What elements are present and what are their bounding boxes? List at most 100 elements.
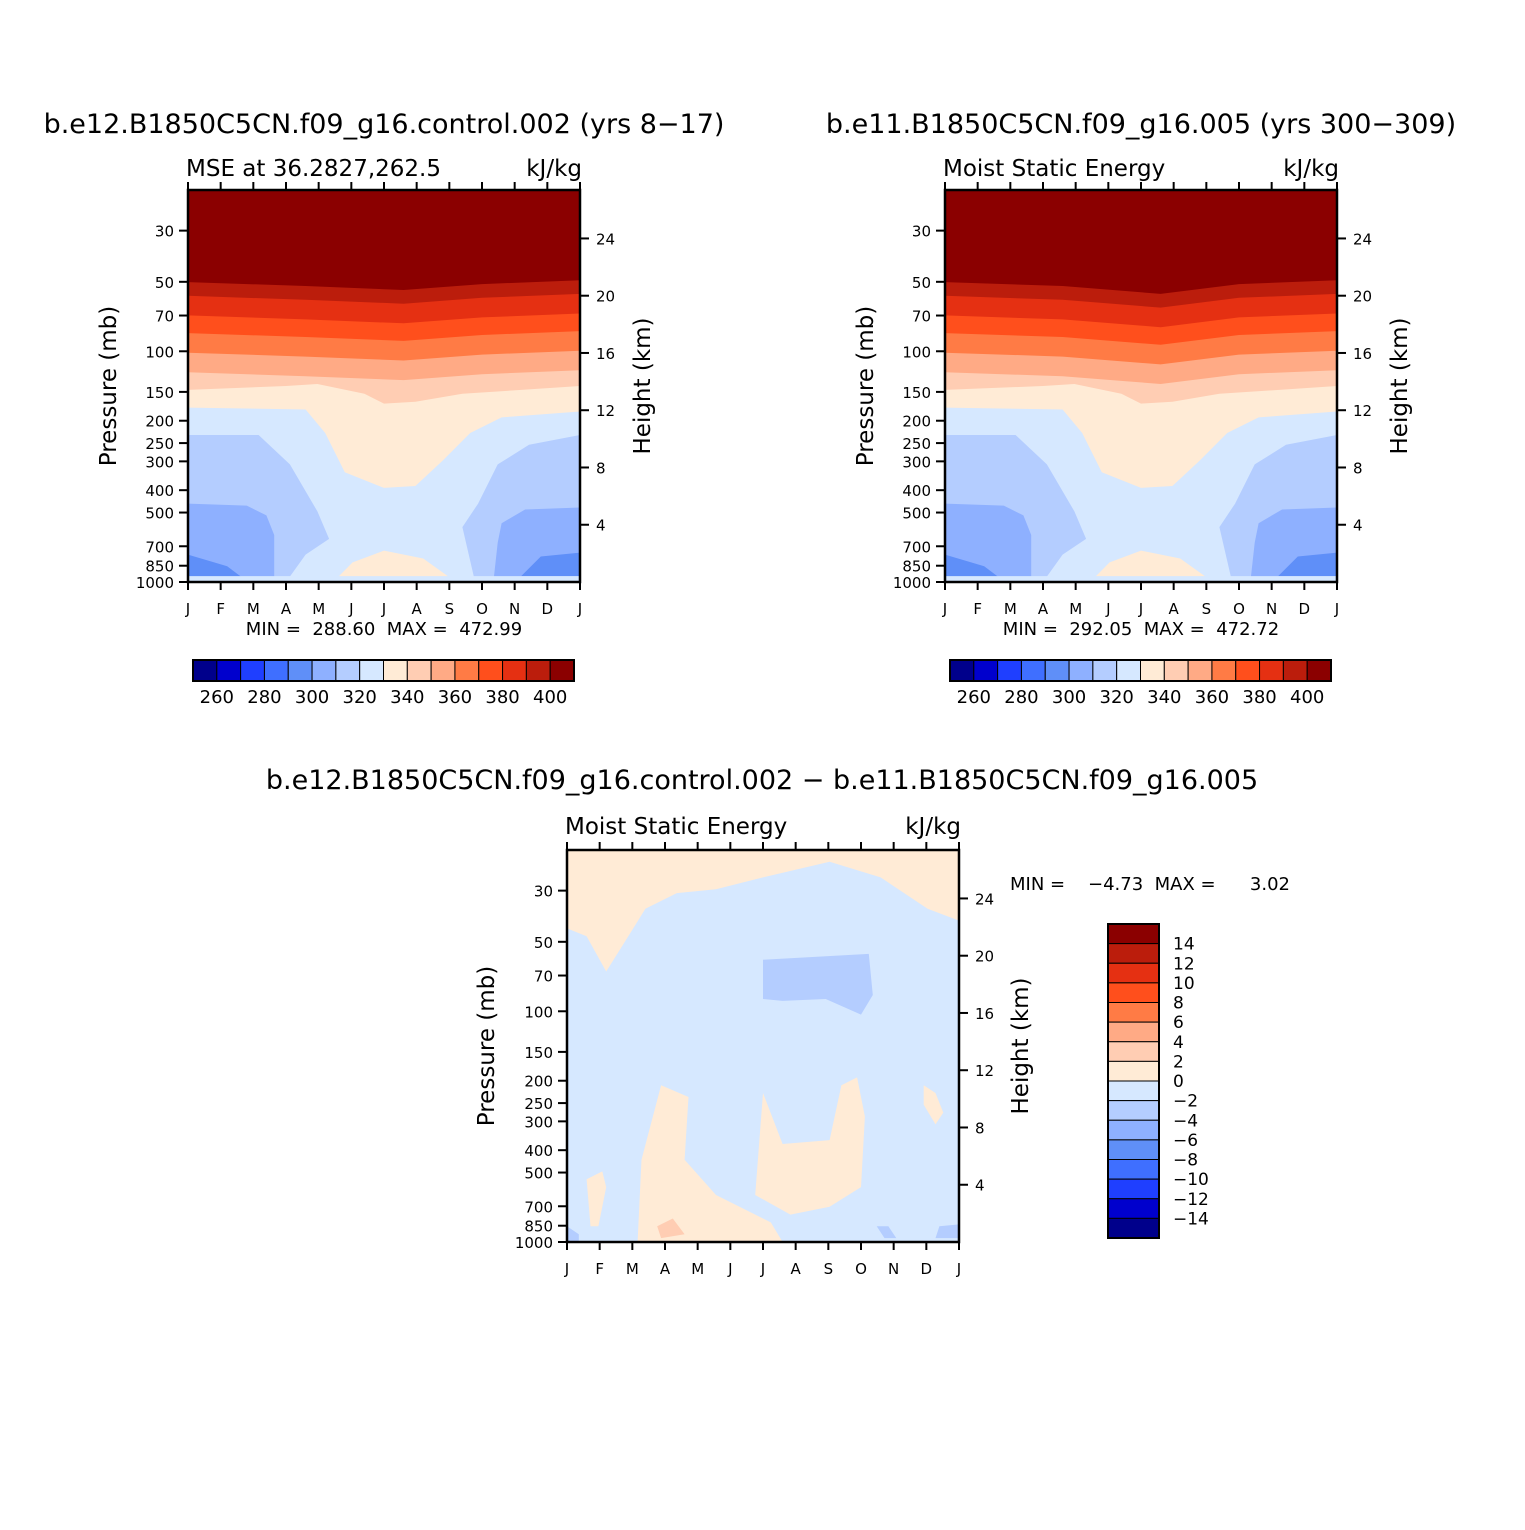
colorbar-box [1107,943,1160,964]
y2-tick-label: 20 [975,948,994,966]
diff-peach-top [567,850,959,972]
colorbar-frame [1107,923,1160,1239]
colorbar-box [502,659,527,682]
y-tick-label: 500 [524,1165,553,1183]
colorbar-box [1282,659,1308,682]
colorbar-box [1163,659,1189,682]
y2-axis-label: Height (km) [1387,317,1413,454]
colorbar-label: 300 [1052,687,1086,708]
diff-peach-blob-1 [637,1085,783,1242]
panel-control: b.e12.B1850C5CN.f09_g16.control.002 (yrs… [44,109,725,708]
y2-tick-label: 24 [596,230,615,248]
x-tick-label: A [660,1260,671,1278]
y2-tick-label: 16 [975,1005,994,1023]
colorbar-box [383,659,408,682]
y-axis-label: Pressure (mb) [96,306,122,466]
x-tick-label: J [1334,600,1339,618]
colorbar-label: 400 [533,687,567,708]
panel-subtitle-left: Moist Static Energy [565,814,787,840]
contour-fill [945,190,1337,582]
y-tick-label: 30 [155,223,174,241]
y2-tick-label: 4 [596,517,606,535]
x-tick-label: D [542,600,554,618]
y-tick-label: 70 [155,308,174,326]
colorbar-box [1107,1198,1160,1219]
colorbar-label: −12 [1173,1190,1209,1210]
colorbar-box [359,659,384,682]
colorbar-box [997,659,1022,682]
colorbar-label: 10 [1173,974,1195,994]
colorbar-box [192,659,218,682]
colorbar-box [1107,923,1160,945]
x-tick-label: J [564,1260,569,1278]
x-tick-label: J [942,600,947,618]
y-tick-label: 100 [524,1003,553,1021]
colorbar-box [1140,659,1165,682]
x-tick-label: J [381,600,386,618]
y-tick-label: 700 [145,538,174,556]
colorbar-label: 8 [1173,994,1184,1014]
y-tick-label: 50 [155,274,174,292]
y2-tick-label: 8 [975,1119,985,1137]
colorbar-box [335,659,361,682]
diff-salmon-blob [657,1218,685,1239]
y-tick-label: 250 [145,435,174,453]
y-tick-label: 50 [912,274,931,292]
band-surface-peach [1094,550,1208,579]
y-tick-label: 1000 [515,1234,553,1252]
y2-tick-label: 24 [1353,230,1372,248]
colorbar-label: −14 [1173,1209,1209,1229]
colorbar-box [1116,659,1141,682]
x-tick-label: A [1169,600,1180,618]
x-tick-label: J [577,600,582,618]
y-tick-label: 700 [902,538,931,556]
x-tick-label: J [185,600,190,618]
y-tick-label: 300 [902,453,931,471]
x-tick-label: N [1266,600,1277,618]
diff-blue-blob-1 [876,1226,897,1239]
colorbar-box [1107,1178,1160,1200]
panel-subtitle-right: kJ/kg [905,814,961,840]
colorbar-box [973,659,999,682]
colorbar-label: 340 [390,687,424,708]
y-tick-label: 1000 [893,574,931,592]
colorbar-label: 0 [1173,1072,1184,1092]
colorbar-box [1306,659,1332,682]
y-tick-label: 850 [902,558,931,576]
colorbar-box [1107,1119,1160,1141]
colorbar-box [1187,659,1213,682]
colorbar-label: 380 [485,687,519,708]
band-blue-left-3 [945,554,1000,579]
y2-tick-label: 12 [1353,402,1372,420]
y2-tick-label: 12 [975,1062,994,1080]
y-tick-label: 850 [524,1218,553,1236]
colorbar-label: −10 [1173,1170,1209,1190]
y-tick-label: 200 [902,413,931,431]
panel-title: b.e12.B1850C5CN.f09_g16.control.002 (yrs… [44,109,725,140]
colorbar-box [430,659,456,682]
x-tick-label: J [727,1260,732,1278]
min-max-label: MIN = 292.05 MAX = 472.72 [1003,619,1279,640]
x-tick-label: O [1233,600,1245,618]
colorbar-box [1107,1060,1160,1082]
colorbar-label: −8 [1173,1151,1198,1171]
y-tick-label: 300 [524,1113,553,1131]
colorbar-box [1235,659,1261,682]
colorbar-box [949,659,975,682]
diff-peach-blob-4 [923,1085,944,1125]
y2-tick-label: 8 [1353,459,1363,477]
y-tick-label: 150 [145,384,174,402]
colorbar-box [1259,659,1284,682]
colorbar-label: 400 [1290,687,1324,708]
colorbar-label: −4 [1173,1111,1198,1131]
y2-tick-label: 12 [596,402,615,420]
colorbar-label: 6 [1173,1013,1184,1033]
x-tick-label: S [445,600,455,618]
x-tick-label: F [595,1260,604,1278]
x-tick-label: A [281,600,292,618]
y-tick-label: 500 [145,505,174,523]
x-tick-label: M [691,1260,704,1278]
y2-axis-label: Height (km) [630,317,656,454]
